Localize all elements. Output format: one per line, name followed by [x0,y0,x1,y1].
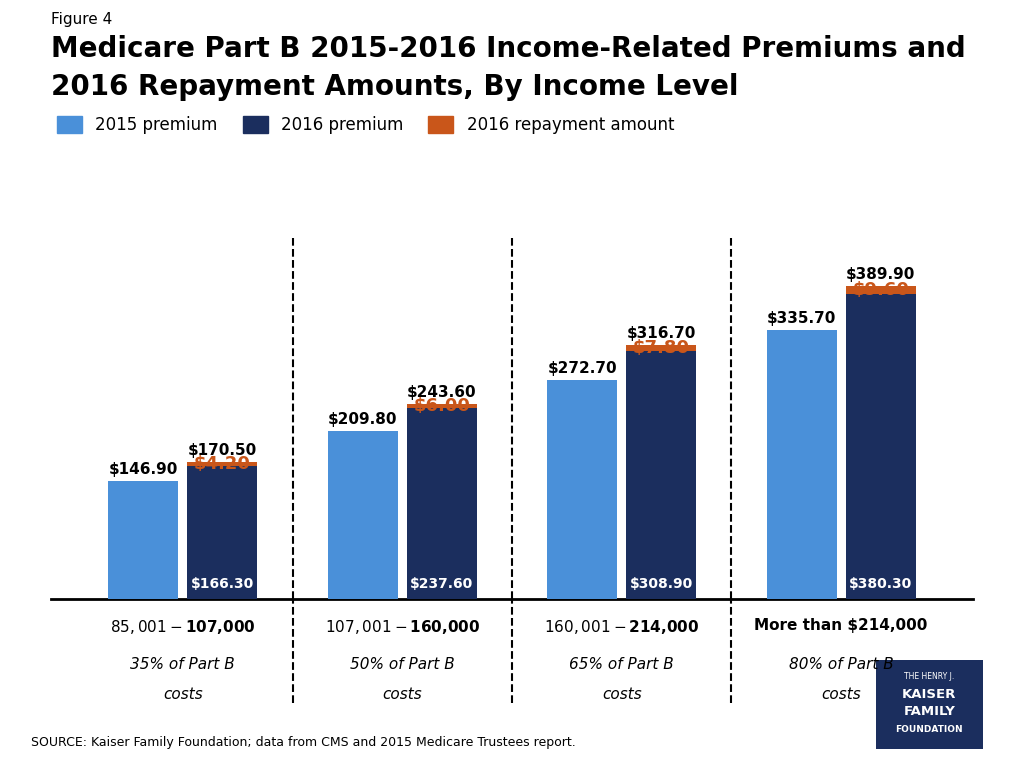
Text: $237.60: $237.60 [411,577,473,591]
Text: Medicare Part B 2015-2016 Income-Related Premiums and: Medicare Part B 2015-2016 Income-Related… [51,35,966,62]
Bar [547,380,617,599]
Bar [109,482,178,599]
Text: THE HENRY J.: THE HENRY J. [904,672,954,681]
Text: costs: costs [163,687,203,703]
Bar [846,286,915,294]
Bar [187,465,257,599]
Bar [328,431,398,599]
Text: FOUNDATION: FOUNDATION [895,725,964,734]
Bar [407,409,477,599]
Text: $209.80: $209.80 [328,412,397,427]
Text: 50% of Part B: 50% of Part B [350,657,455,672]
Text: $9.60: $9.60 [852,281,909,300]
Text: KAISER: KAISER [902,687,956,700]
Legend: 2015 premium, 2016 premium, 2016 repayment amount: 2015 premium, 2016 premium, 2016 repayme… [50,109,681,141]
Text: 80% of Part B: 80% of Part B [788,657,894,672]
Text: FAMILY: FAMILY [903,705,955,718]
Text: costs: costs [382,687,422,703]
Bar [407,404,477,409]
Bar [846,294,915,599]
Text: costs: costs [602,687,642,703]
Text: $146.90: $146.90 [109,462,178,477]
Text: 2016 Repayment Amounts, By Income Level: 2016 Repayment Amounts, By Income Level [51,73,738,101]
Bar [626,345,696,351]
Text: $160,001-$214,000: $160,001-$214,000 [544,618,699,636]
Bar [187,462,257,465]
Text: 35% of Part B: 35% of Part B [130,657,236,672]
Text: $166.30: $166.30 [190,577,254,591]
Text: $380.30: $380.30 [849,577,912,591]
Text: 65% of Part B: 65% of Part B [569,657,674,672]
Text: $335.70: $335.70 [767,311,837,326]
Text: $243.60: $243.60 [407,385,476,399]
Text: costs: costs [821,687,861,703]
Text: SOURCE: Kaiser Family Foundation; data from CMS and 2015 Medicare Trustees repor: SOURCE: Kaiser Family Foundation; data f… [31,736,575,749]
Text: More than $214,000: More than $214,000 [755,618,928,634]
Text: $85,001-$107,000: $85,001-$107,000 [110,618,256,636]
Text: $6.00: $6.00 [414,397,470,415]
Bar [767,329,837,599]
Text: $4.20: $4.20 [194,455,251,473]
Text: $308.90: $308.90 [630,577,693,591]
Text: Figure 4: Figure 4 [51,12,113,27]
Text: $170.50: $170.50 [187,443,257,458]
Text: $107,001-$160,000: $107,001-$160,000 [325,618,480,636]
Text: $316.70: $316.70 [627,326,696,341]
Text: $389.90: $389.90 [846,267,915,283]
Text: $7.80: $7.80 [633,339,690,357]
Text: $272.70: $272.70 [548,361,617,376]
Bar [626,351,696,599]
